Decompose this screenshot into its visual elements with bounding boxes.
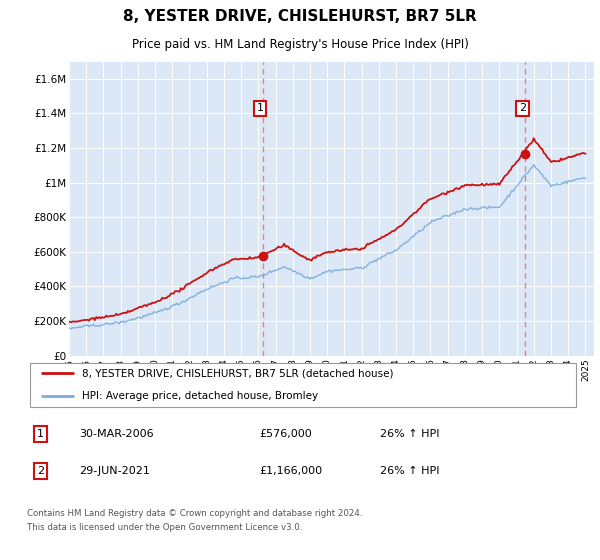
Text: 29-JUN-2021: 29-JUN-2021 (79, 466, 151, 476)
Text: 2: 2 (37, 466, 44, 476)
Text: 26% ↑ HPI: 26% ↑ HPI (380, 466, 440, 476)
FancyBboxPatch shape (30, 363, 576, 408)
Text: HPI: Average price, detached house, Bromley: HPI: Average price, detached house, Brom… (82, 391, 319, 401)
Text: 30-MAR-2006: 30-MAR-2006 (79, 429, 154, 439)
Text: 1: 1 (257, 103, 263, 113)
Text: Price paid vs. HM Land Registry's House Price Index (HPI): Price paid vs. HM Land Registry's House … (131, 38, 469, 51)
Text: 2: 2 (519, 103, 526, 113)
Text: 8, YESTER DRIVE, CHISLEHURST, BR7 5LR (detached house): 8, YESTER DRIVE, CHISLEHURST, BR7 5LR (d… (82, 368, 394, 379)
Text: 26% ↑ HPI: 26% ↑ HPI (380, 429, 440, 439)
Text: Contains HM Land Registry data © Crown copyright and database right 2024.
This d: Contains HM Land Registry data © Crown c… (27, 510, 362, 531)
Text: 1: 1 (37, 429, 44, 439)
Text: 8, YESTER DRIVE, CHISLEHURST, BR7 5LR: 8, YESTER DRIVE, CHISLEHURST, BR7 5LR (123, 9, 477, 24)
Text: £576,000: £576,000 (259, 429, 311, 439)
Text: £1,166,000: £1,166,000 (259, 466, 322, 476)
